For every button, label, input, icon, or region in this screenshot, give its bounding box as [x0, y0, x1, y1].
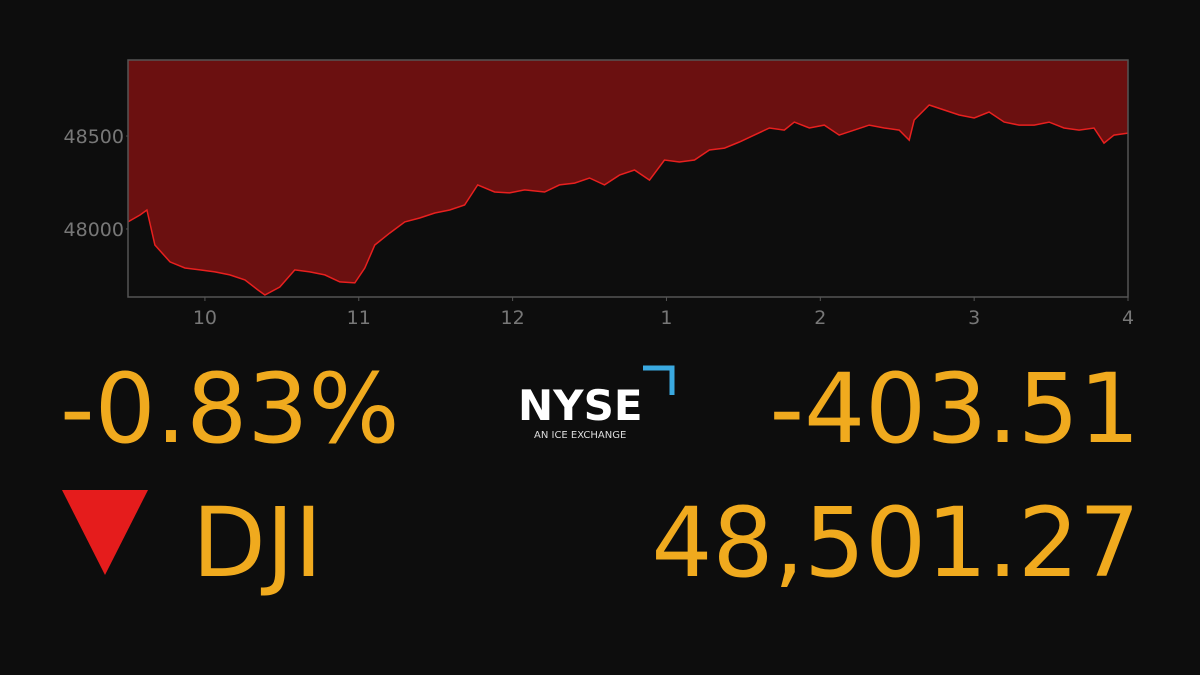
nyse-logo: NYSE AN ICE EXCHANGE: [518, 365, 675, 441]
y-tick-label: 48000: [64, 219, 124, 241]
percent-change: -0.83%: [60, 353, 400, 465]
x-tick-label: 11: [347, 307, 371, 329]
x-tick-label: 4: [1122, 307, 1134, 329]
x-tick-label: 12: [501, 307, 525, 329]
logo-text: NYSE: [518, 381, 643, 430]
area-fill: [128, 60, 1128, 295]
symbol: DJI: [192, 487, 323, 599]
x-tick-label: 2: [814, 307, 826, 329]
price-line: [127, 104, 1129, 296]
down-arrow: [62, 490, 148, 575]
logo-subtitle: AN ICE EXCHANGE: [534, 430, 626, 441]
y-tick-label: 48500: [64, 126, 124, 148]
point-change: -403.51: [769, 353, 1140, 465]
x-tick-label: 3: [968, 307, 980, 329]
logo-bracket: [643, 365, 675, 395]
plot-border: [127, 59, 1129, 298]
price: 48,501.27: [651, 487, 1140, 599]
x-tick-label: 1: [660, 307, 672, 329]
x-tick-label: 10: [193, 307, 217, 329]
